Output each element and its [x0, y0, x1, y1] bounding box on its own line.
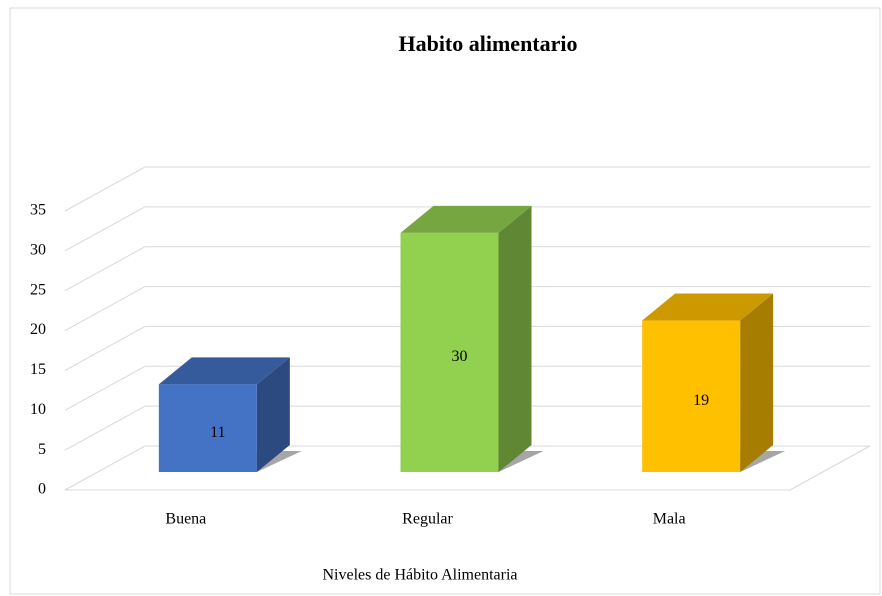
y-tick-label: 25	[30, 281, 46, 298]
chart-title: Habito alimentario	[398, 31, 577, 56]
bar-side	[498, 205, 532, 472]
y-tick-label: 35	[30, 202, 46, 219]
bar-side	[256, 357, 290, 472]
bar	[400, 232, 499, 472]
y-tick-label: 10	[30, 401, 46, 418]
grid-line	[64, 166, 146, 212]
x-axis-title: Niveles de Hábito Alimentaria	[322, 567, 517, 584]
floor-right	[789, 445, 871, 491]
data-label: 11	[210, 424, 225, 441]
grid-line	[64, 445, 146, 491]
bar-top	[158, 357, 290, 385]
grid-line	[64, 286, 146, 332]
grid-line	[64, 365, 146, 411]
y-tick-label: 20	[30, 321, 46, 338]
grid-line	[64, 246, 146, 292]
grid-line	[64, 325, 146, 371]
grid-line	[64, 206, 146, 252]
data-label: 19	[693, 392, 709, 409]
y-tick-label: 15	[30, 361, 46, 378]
grid-line	[64, 405, 146, 451]
bar	[158, 384, 257, 472]
x-tick-label: Regular	[402, 511, 453, 528]
y-tick-label: 5	[38, 441, 46, 458]
x-tick-label: Mala	[653, 511, 686, 528]
bar-top	[642, 293, 774, 321]
bar-top	[400, 205, 532, 233]
data-label: 30	[452, 348, 468, 365]
y-tick-label: 0	[38, 481, 46, 498]
x-tick-label: Buena	[165, 511, 206, 528]
bar	[642, 320, 741, 472]
bar-side	[740, 293, 774, 472]
y-tick-label: 30	[30, 242, 46, 259]
